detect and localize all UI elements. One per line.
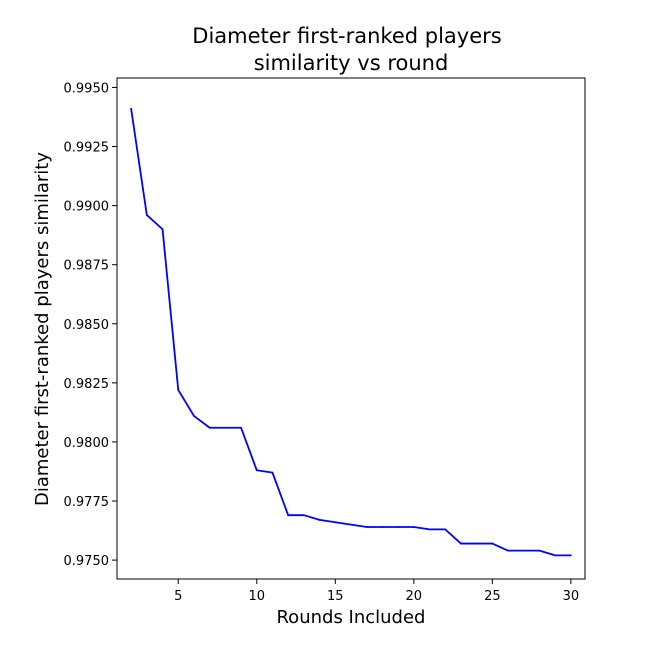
data-point [428, 528, 431, 531]
x-axis-label: Rounds Included [276, 607, 425, 628]
data-point [193, 415, 195, 417]
plot-frame [116, 77, 586, 580]
data-point [177, 389, 180, 391]
data-point [475, 542, 478, 545]
data-point [302, 514, 305, 517]
x-tick-label: 20 [406, 589, 423, 604]
data-point [318, 519, 321, 521]
x-tick-label: 10 [248, 589, 265, 604]
y-tick-label: 0.9850 [64, 318, 110, 333]
x-tick-label: 5 [174, 589, 182, 604]
data-point [522, 549, 525, 552]
x-axis-ticks: 5 10 15 20 25 30 [174, 579, 579, 604]
x-tick-label: 30 [563, 589, 580, 604]
data-point [491, 542, 494, 545]
y-tick-label: 0.9775 [64, 495, 110, 510]
data-point [381, 526, 384, 528]
series-layer [130, 107, 572, 557]
data-point [287, 514, 290, 517]
data-point [365, 526, 368, 528]
data-point [255, 469, 258, 472]
data-point [161, 228, 164, 231]
data-point [208, 426, 211, 429]
data-point [538, 549, 541, 552]
data-point [397, 526, 400, 528]
y-tick-label: 0.9900 [64, 200, 110, 215]
data-point [145, 214, 148, 216]
y-tick-label: 0.9925 [64, 141, 110, 156]
data-point [554, 554, 557, 557]
x-tick-label: 15 [327, 589, 344, 604]
data-point [569, 554, 572, 557]
y-tick-label: 0.9875 [64, 259, 110, 274]
data-point [224, 426, 227, 429]
data-point [130, 107, 133, 110]
x-tick-label: 25 [484, 589, 501, 604]
chart-title-line-1: Diameter first-ranked players [192, 24, 501, 48]
data-point [460, 542, 462, 545]
data-point [507, 549, 509, 552]
y-tick-label: 0.9750 [64, 554, 110, 569]
data-point [271, 471, 274, 474]
chart-title-line-2: similarity vs round [254, 51, 449, 75]
data-point [444, 528, 447, 531]
data-point [412, 526, 415, 528]
y-tick-label: 0.9800 [64, 436, 110, 451]
y-axis-ticks: 0.9750 0.9775 0.9800 0.9825 0.9850 0.9875 0.99… [64, 81, 117, 569]
y-axis-label: Diameter first-ranked players similarity [32, 152, 53, 506]
data-point [240, 426, 242, 429]
y-tick-label: 0.9825 [64, 377, 110, 392]
y-tick-label: 0.9950 [64, 81, 110, 96]
data-point [350, 523, 352, 526]
data-point [334, 521, 337, 524]
